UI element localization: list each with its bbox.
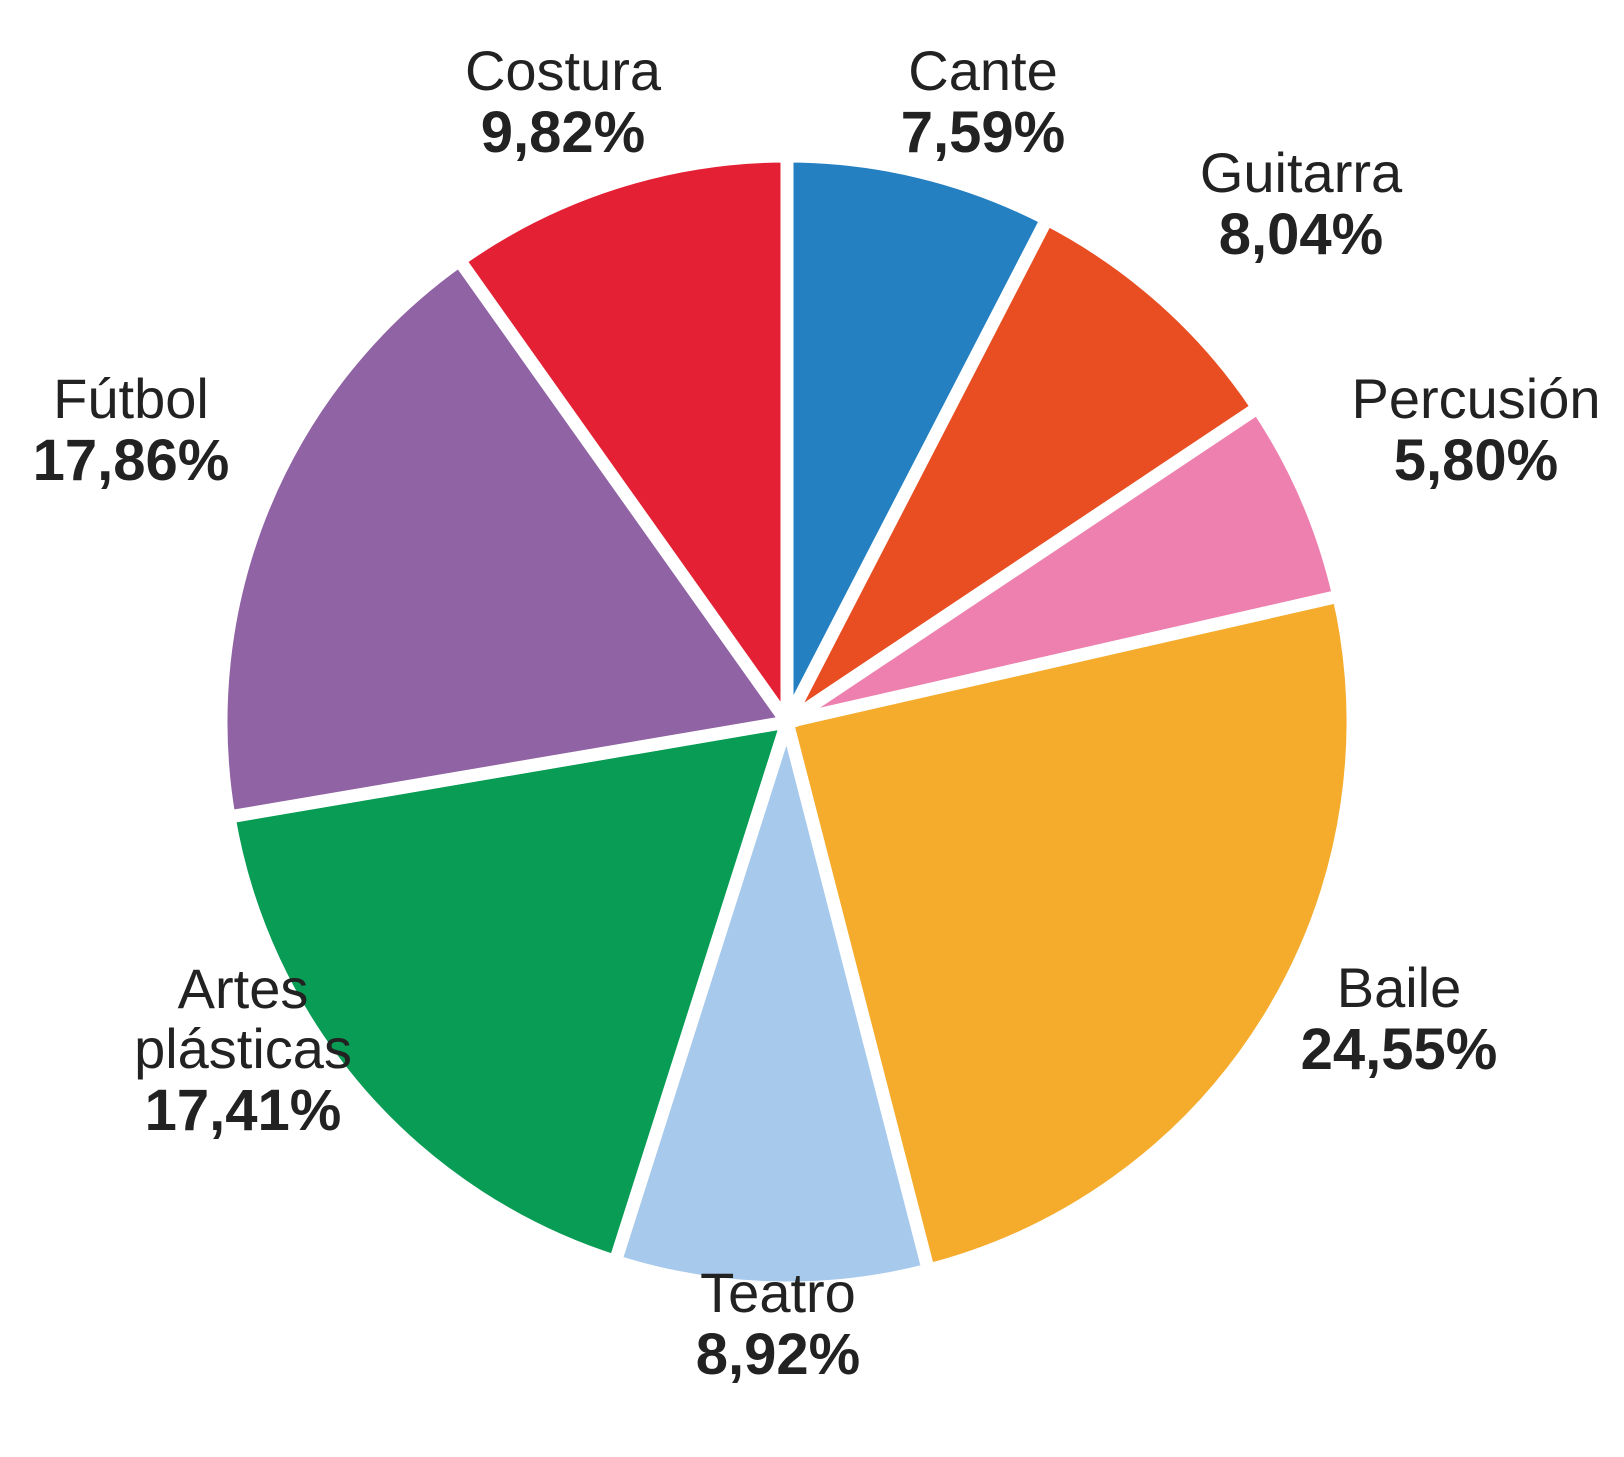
pie-slice-costura (450, 149, 794, 743)
slice-name: Teatro (700, 1261, 856, 1324)
pie-slice-futbol (214, 251, 799, 825)
pie-slice-percusion (783, 398, 1347, 729)
slice-value-label: 8,04% (1219, 202, 1383, 267)
slice-name: Guitarra (1200, 141, 1403, 204)
slice-name: Percusión (1351, 367, 1600, 430)
pie-slice-cante (780, 149, 1056, 725)
pie-slice-artes-plasticas (221, 713, 797, 1270)
slice-name: Baile (1337, 956, 1462, 1019)
pie-slice-baile (779, 588, 1360, 1279)
slice-value-label: 24,55% (1301, 1017, 1498, 1082)
slice-value-label: 8,92% (696, 1322, 860, 1387)
slice-name: Fútbol (53, 367, 209, 430)
slice-value-label: 9,82% (481, 100, 645, 165)
slice-name: Artes (178, 957, 309, 1020)
slice-value-label: 17,41% (145, 1078, 342, 1143)
slice-value-label: 5,80% (1394, 428, 1558, 493)
pie-slice-teatro (607, 698, 937, 1295)
pie-slice-guitarra (781, 210, 1267, 728)
slice-value-label: 7,59% (901, 100, 1065, 165)
slice-value-label: 17,86% (33, 428, 230, 493)
pie-slices (214, 149, 1360, 1295)
slice-name: Cante (908, 39, 1057, 102)
slice-name: Costura (465, 39, 662, 102)
slice-name: plásticas (134, 1017, 352, 1080)
